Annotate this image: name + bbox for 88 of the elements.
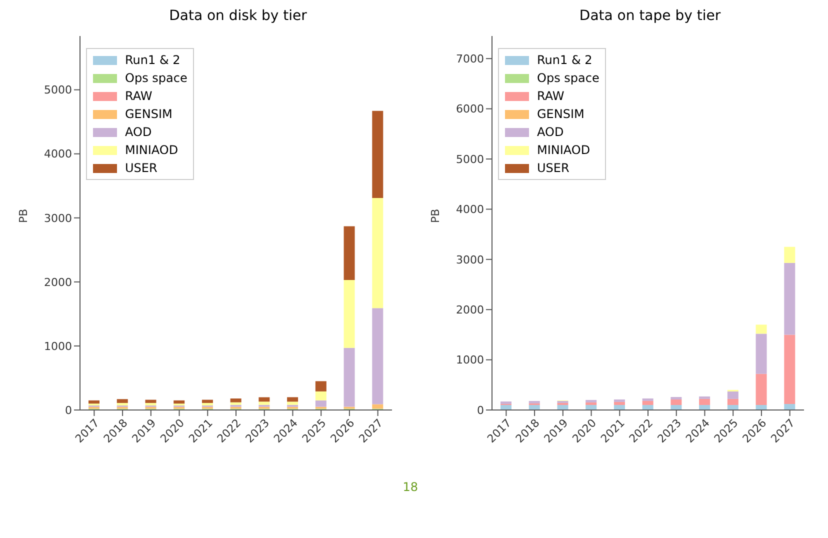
- legend-label: GENSIM: [125, 106, 172, 123]
- y-tick-label: 2000: [456, 304, 484, 316]
- bar: [642, 400, 654, 405]
- y-tick-label: 1000: [456, 354, 484, 367]
- y-tick-label: 5000: [44, 84, 72, 97]
- y-tick-label: 4000: [456, 203, 484, 216]
- bar: [699, 404, 710, 410]
- bar: [315, 381, 326, 392]
- bar: [614, 399, 625, 402]
- bar: [642, 404, 654, 410]
- bar: [586, 402, 597, 405]
- bar: [784, 334, 796, 404]
- bar: [202, 402, 213, 406]
- bar: [784, 404, 796, 410]
- y-tick-label: 1000: [44, 340, 72, 353]
- bar: [315, 391, 326, 400]
- bar: [756, 404, 767, 410]
- legend-label: AOD: [125, 124, 152, 141]
- legend-label: MINIAOD: [537, 142, 590, 159]
- bar: [614, 404, 625, 410]
- y-tick-label: 3000: [456, 253, 484, 266]
- bar: [230, 402, 242, 405]
- y-tick-label: 0: [65, 404, 72, 417]
- bar: [670, 396, 682, 400]
- y-tick-label: 7000: [456, 52, 484, 66]
- bar: [670, 399, 682, 405]
- bar: [528, 404, 540, 410]
- bar: [586, 404, 597, 410]
- bar: [614, 402, 625, 405]
- y-tick-label: 3000: [44, 212, 72, 225]
- bar: [500, 404, 512, 410]
- y-tick-label: 5000: [456, 152, 484, 166]
- y-axis-title: PB: [428, 208, 442, 223]
- y-axis-title: PB: [16, 208, 30, 223]
- bar: [145, 400, 156, 403]
- bar: [528, 400, 540, 404]
- y-tick-label: 6000: [456, 102, 484, 116]
- bar: [372, 308, 384, 404]
- bar: [258, 402, 270, 405]
- legend-label: AOD: [537, 124, 564, 141]
- y-tick-label: 4000: [44, 148, 72, 161]
- bar: [699, 396, 710, 399]
- bar: [230, 398, 242, 402]
- legend-label: Run1 & 2: [125, 52, 180, 69]
- text: 18: [402, 480, 418, 494]
- bar: [174, 400, 185, 404]
- bar: [756, 374, 767, 405]
- bar: [500, 401, 512, 404]
- bar: [586, 400, 597, 402]
- legend-label: Run1 & 2: [537, 52, 592, 69]
- chart-title: Data on tape by tier: [578, 8, 722, 26]
- bar: [642, 398, 654, 401]
- bar: [88, 400, 100, 404]
- y-tick-label: 2000: [44, 276, 72, 289]
- bar: [258, 397, 270, 402]
- bar: [784, 246, 796, 263]
- bar: [202, 400, 213, 403]
- bar: [670, 404, 682, 410]
- legend-label: Ops space: [537, 70, 600, 87]
- bar: [756, 324, 767, 334]
- bar: [145, 402, 156, 406]
- legend-label: MINIAOD: [125, 142, 178, 159]
- bar: [372, 110, 384, 198]
- bar: [727, 404, 738, 410]
- bar: [287, 397, 298, 402]
- legend-label: RAW: [537, 88, 564, 105]
- bar: [344, 280, 355, 348]
- chart-title: Data on disk by tier: [168, 8, 308, 26]
- bar: [344, 226, 355, 280]
- legend-label: USER: [537, 160, 570, 177]
- bar: [557, 404, 568, 410]
- bar: [699, 398, 710, 405]
- legend-label: RAW: [125, 88, 152, 105]
- bar: [287, 402, 298, 405]
- y-tick-label: 0: [477, 404, 484, 417]
- bar: [116, 399, 128, 403]
- bar: [784, 262, 796, 335]
- bar: [372, 404, 384, 409]
- bar: [315, 400, 326, 407]
- bar: [756, 334, 767, 374]
- legend-label: GENSIM: [537, 106, 584, 123]
- legend-label: Ops space: [125, 70, 188, 87]
- bar: [344, 348, 355, 407]
- bar: [116, 402, 128, 406]
- bar: [372, 198, 384, 308]
- legend-label: USER: [125, 160, 158, 177]
- bar: [727, 398, 738, 405]
- bar: [727, 391, 738, 399]
